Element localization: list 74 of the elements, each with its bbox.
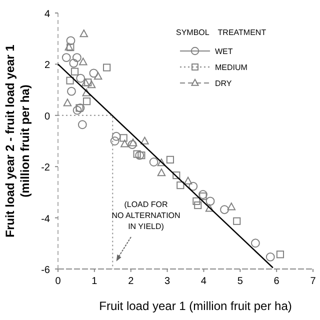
x-tick-label: 7 bbox=[310, 276, 316, 287]
point bbox=[205, 204, 214, 212]
point bbox=[135, 150, 144, 160]
x-tick-label: 0 bbox=[55, 276, 62, 287]
y-tick-label: 4 bbox=[44, 9, 50, 20]
legend-label: WET bbox=[215, 47, 233, 56]
point bbox=[157, 158, 166, 166]
point bbox=[82, 98, 91, 106]
x-tick-label: 2 bbox=[128, 276, 134, 287]
point bbox=[89, 68, 98, 78]
point bbox=[63, 98, 72, 106]
y-axis-title: Fruit load year 2 - fruit load year 1 (million fruit per ha) bbox=[3, 44, 32, 238]
point bbox=[227, 202, 236, 210]
x-tick-label: 3 bbox=[164, 276, 171, 287]
point bbox=[72, 53, 82, 62]
point bbox=[140, 136, 149, 144]
y-tick-label: -6 bbox=[41, 265, 50, 276]
point bbox=[76, 74, 86, 83]
point bbox=[220, 205, 229, 214]
point bbox=[110, 136, 120, 146]
point bbox=[198, 190, 208, 199]
point bbox=[206, 196, 215, 206]
point bbox=[79, 58, 88, 66]
point bbox=[72, 106, 82, 115]
point bbox=[166, 156, 174, 164]
y-tick-label: 0 bbox=[44, 111, 50, 122]
point bbox=[128, 138, 138, 146]
point bbox=[103, 64, 111, 72]
point bbox=[194, 201, 202, 210]
point bbox=[66, 36, 76, 46]
x-tick-label: 1 bbox=[92, 276, 98, 287]
point bbox=[250, 238, 260, 248]
point bbox=[94, 72, 102, 80]
point bbox=[67, 86, 76, 96]
point bbox=[128, 140, 137, 150]
y-tick-label: -4 bbox=[41, 214, 50, 225]
point bbox=[120, 134, 128, 142]
point bbox=[112, 132, 121, 141]
point bbox=[84, 78, 92, 86]
point bbox=[149, 158, 158, 166]
point bbox=[133, 150, 141, 158]
point bbox=[82, 78, 90, 86]
legend-label: MEDIUM bbox=[215, 63, 248, 72]
point bbox=[233, 217, 241, 225]
point bbox=[69, 58, 78, 68]
point bbox=[276, 250, 284, 258]
point bbox=[172, 172, 180, 180]
point bbox=[157, 168, 166, 176]
point bbox=[64, 42, 74, 50]
point bbox=[120, 140, 129, 148]
y-tick-label: -2 bbox=[41, 162, 50, 174]
point bbox=[80, 30, 88, 38]
point bbox=[78, 120, 87, 130]
legend-title: SYMBOL TREATMENT bbox=[176, 28, 266, 37]
x-tick-label: 4 bbox=[200, 276, 207, 287]
x-axis-title: Fruit load year 1 (million fruit per ha) bbox=[99, 299, 292, 313]
point bbox=[87, 80, 96, 88]
annotation: (LOAD FOR NO ALTERNATION IN YIELD) bbox=[112, 200, 181, 231]
point bbox=[62, 53, 71, 62]
x-tick-label: 5 bbox=[237, 276, 244, 287]
point bbox=[66, 44, 74, 52]
point bbox=[266, 252, 275, 262]
point bbox=[66, 76, 74, 84]
point bbox=[138, 152, 146, 160]
legend-label: DRY bbox=[215, 79, 232, 88]
x-tick-label: 6 bbox=[274, 276, 280, 287]
point bbox=[176, 181, 184, 190]
point bbox=[192, 197, 200, 205]
y-tick-label: 2 bbox=[44, 60, 50, 72]
point bbox=[184, 176, 192, 184]
point bbox=[199, 192, 207, 200]
point bbox=[70, 68, 79, 76]
point bbox=[82, 88, 91, 96]
point bbox=[188, 182, 198, 191]
